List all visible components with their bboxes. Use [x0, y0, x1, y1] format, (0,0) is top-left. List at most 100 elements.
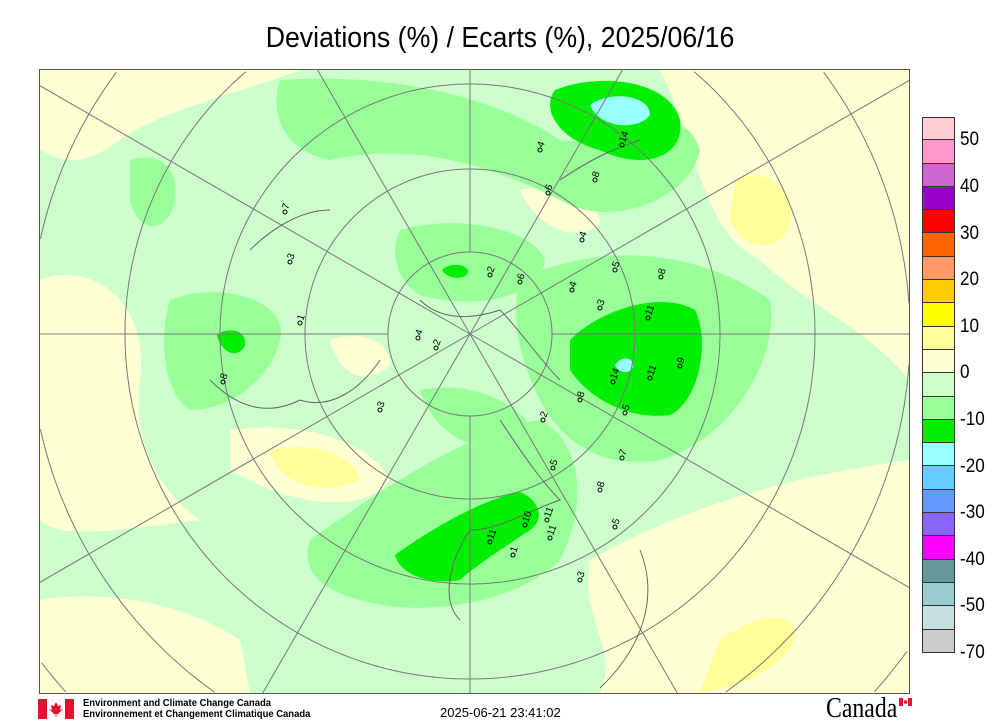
station-marker: [540, 417, 546, 423]
legend-label: 40: [960, 175, 980, 197]
station-marker: [547, 535, 553, 541]
legend-label: 30: [960, 222, 980, 244]
station-value: 1: [295, 313, 307, 322]
meridian-line: [469, 70, 623, 335]
station-value: 5: [610, 260, 622, 269]
latitude-circle: [124, 71, 816, 680]
legend-label: -30: [960, 502, 985, 524]
station-marker: [610, 379, 616, 385]
station-marker: [579, 237, 585, 243]
station-value: 2: [538, 410, 550, 419]
legend-swatch: [922, 326, 955, 350]
legend-swatch: [922, 210, 955, 234]
legend-swatch: [922, 489, 955, 514]
legend-swatch: [922, 582, 955, 607]
station-value: 3: [595, 298, 607, 307]
station-marker: [577, 397, 583, 403]
station-value: 10: [520, 509, 534, 524]
station-marker: [510, 552, 516, 558]
station-marker: [287, 259, 293, 265]
station-value: 3: [285, 252, 297, 261]
station-marker: [597, 487, 603, 493]
station-marker: [487, 272, 493, 278]
station-marker: [377, 407, 383, 413]
map-title: Deviations (%) / Ecarts (%), 2025/06/16: [265, 22, 735, 54]
station-marker: [487, 539, 493, 545]
station-value: 14: [608, 366, 622, 381]
station-marker: [658, 274, 664, 280]
legend-label: 10: [960, 315, 980, 337]
legend-swatch: [922, 419, 955, 444]
station-marker: [612, 267, 618, 273]
legend-swatch: [922, 140, 955, 164]
station-value: 8: [656, 267, 668, 276]
legend-swatch: [922, 117, 955, 141]
minus-20-regions: [590, 96, 650, 373]
station-marker: [645, 315, 651, 321]
legend-swatch: [922, 280, 955, 304]
minus-15-regions: [217, 80, 702, 582]
yellow-regions: [270, 175, 796, 692]
legend-swatch: [922, 303, 955, 327]
color-legend: 50 40 30 20 10 0 -10 -20 -30 -40 -50 -70: [922, 117, 985, 663]
legend-label: 0: [960, 362, 970, 384]
station-marker: [597, 305, 603, 311]
station-marker: [592, 177, 598, 183]
org-name-en: Environment and Climate Change Canada: [83, 697, 271, 709]
station-value: 11: [485, 527, 499, 541]
timestamp: 2025-06-21 23:41:02: [440, 705, 561, 720]
deviation-map: 14 8 4 6 4 5 8 4 3 11 9 11 14 8 5 2 7 8 5 5 11 11 10 11 1 3 3 1 8 3 7 6…: [39, 69, 910, 694]
latitude-circle: [40, 72, 909, 693]
station-value: 4: [535, 140, 547, 149]
legend-swatch: [922, 513, 955, 537]
legend-swatch: [922, 466, 955, 490]
legend-label: 20: [960, 269, 980, 291]
org-name-fr: Environnement et Changement Climatique C…: [83, 708, 311, 720]
legend-swatch: [922, 233, 955, 257]
station-value: 8: [590, 170, 602, 179]
station-value: 8: [595, 480, 607, 489]
station-marker: [622, 410, 628, 416]
legend-swatch: [922, 373, 955, 397]
legend-swatch: [922, 559, 955, 583]
legend-label: -50: [960, 595, 985, 617]
station-marker: [415, 335, 421, 341]
legend-swatch: [922, 349, 955, 374]
legend-swatch: [922, 536, 955, 560]
footer: Environment and Climate Change Canada En…: [0, 692, 1000, 726]
station-marker: [612, 524, 618, 530]
legend-swatch: [922, 629, 955, 653]
station-value: 7: [280, 202, 292, 211]
station-marker: [545, 190, 551, 196]
station-value: 3: [575, 570, 587, 579]
wordmark-flag-icon: [899, 698, 912, 706]
station-values: 1484645843119111485278551111101113318376…: [218, 129, 688, 583]
station-marker: [522, 522, 528, 528]
legend-label: -10: [960, 408, 985, 430]
station-value: 3: [375, 400, 387, 409]
station-value: 5: [548, 458, 560, 467]
minus-10-regions: [130, 78, 772, 608]
meridian-line: [469, 333, 678, 693]
station-marker: [297, 320, 303, 326]
station-value: 2: [485, 265, 497, 274]
meridian-line: [317, 70, 471, 335]
station-marker: [577, 577, 583, 583]
station-marker: [537, 147, 543, 153]
meridian-line: [469, 333, 909, 588]
station-value: 1: [508, 545, 520, 554]
legend-swatch: [922, 606, 955, 630]
station-value: 4: [577, 230, 589, 239]
station-value: 8: [218, 372, 230, 381]
station-value: 9: [675, 356, 687, 365]
canada-wordmark: Canada: [826, 692, 898, 724]
coastlines: [209, 139, 649, 689]
legend-label: 50: [960, 129, 980, 151]
station-value: 4: [567, 280, 579, 289]
station-marker: [517, 279, 523, 285]
station-value: 2: [431, 338, 443, 347]
station-value: 5: [620, 403, 632, 412]
station-marker: [569, 287, 575, 293]
meridian-line: [40, 85, 471, 335]
canada-flag-icon: [38, 699, 74, 719]
